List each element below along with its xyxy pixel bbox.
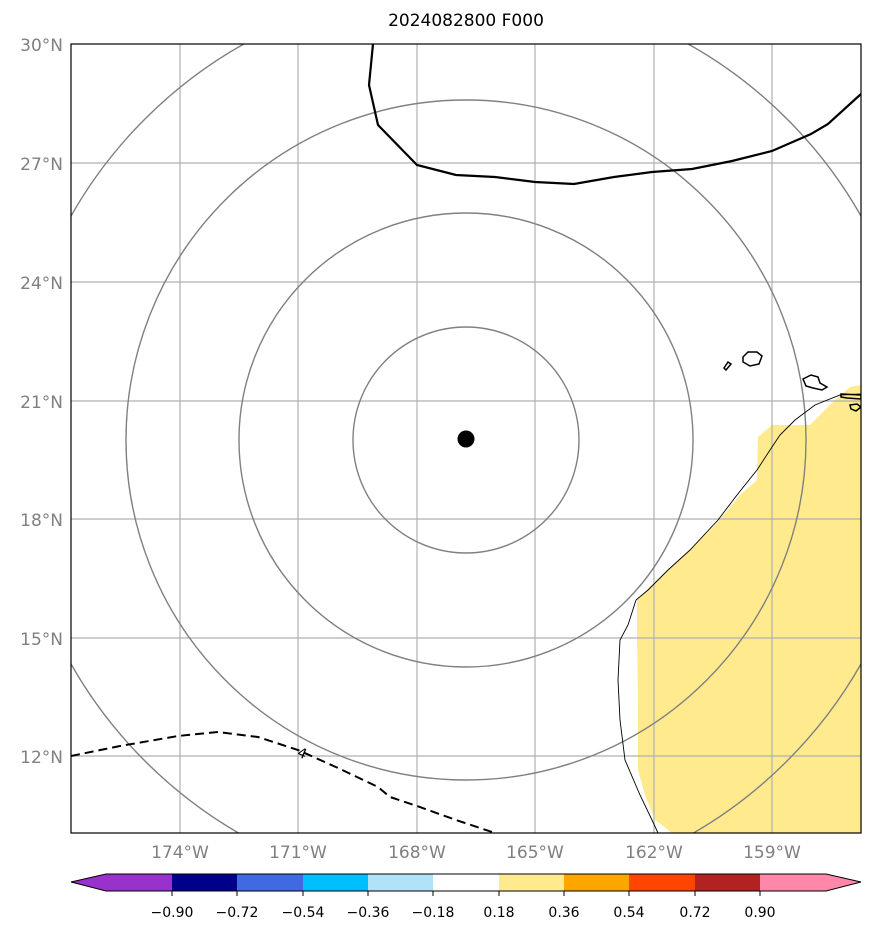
colorbar-tick-label: 0.18 — [483, 905, 514, 921]
colorbar-extend-low — [71, 874, 106, 891]
colorbar-outline — [70, 873, 862, 892]
colorbar-segment — [303, 874, 368, 891]
island-oahu — [802, 374, 829, 391]
colorbar-segment — [564, 874, 629, 891]
colorbar: −0.90 −0.72 −0.54 −0.36 −0.18 0.18 0.36 … — [70, 873, 862, 921]
colorbar-tick-label: 0.54 — [613, 905, 644, 921]
colorbar-tick-label: −0.36 — [347, 905, 390, 921]
island-maui — [849, 403, 861, 412]
map-title: 2024082800 F000 — [388, 11, 544, 31]
lat-tick-label: 12°N — [20, 748, 63, 768]
range-ring-3 — [125, 99, 807, 781]
island-outlines — [723, 351, 861, 412]
lon-tick-label: 159°W — [743, 843, 801, 863]
island-molokai — [840, 393, 861, 400]
colorbar-extend-high — [826, 874, 861, 891]
map-area: 4 — [70, 43, 862, 834]
positive-anomaly-shading — [637, 385, 861, 833]
lon-tick-label: 174°W — [151, 843, 209, 863]
colorbar-segment — [106, 874, 172, 891]
lon-tick-label: 165°W — [506, 843, 564, 863]
range-rings — [71, 44, 861, 833]
lon-tick-label: 168°W — [388, 843, 446, 863]
colorbar-tick-label: 0.90 — [744, 905, 775, 921]
lat-tick-label: 30°N — [20, 36, 63, 56]
island-niihau — [723, 360, 733, 372]
lon-tick-label: 171°W — [269, 843, 327, 863]
colorbar-tick-label: −0.18 — [412, 905, 455, 921]
colorbar-tick-label: −0.54 — [282, 905, 325, 921]
island-kauai — [742, 351, 763, 367]
lat-tick-label: 27°N — [20, 155, 63, 175]
colorbar-segment — [629, 874, 695, 891]
colorbar-segment — [172, 874, 237, 891]
colorbar-segment — [760, 874, 826, 891]
colorbar-segment — [237, 874, 303, 891]
lon-tick-label: 162°W — [625, 843, 683, 863]
map-frame — [70, 43, 862, 834]
colorbar-tick-label: 0.72 — [679, 905, 710, 921]
lat-tick-label: 18°N — [20, 511, 63, 531]
center-marker — [457, 430, 475, 448]
colorbar-segment — [499, 874, 564, 891]
graticule — [71, 44, 861, 833]
lat-tick-label: 24°N — [20, 274, 63, 294]
range-ring-1 — [352, 326, 580, 554]
colorbar-segment — [695, 874, 760, 891]
lon-axis: 174°W 171°W 168°W 165°W 162°W 159°W — [151, 843, 801, 863]
colorbar-tick-label: 0.36 — [548, 905, 579, 921]
lat-tick-label: 15°N — [20, 630, 63, 650]
colorbar-tick-label: −0.90 — [151, 905, 194, 921]
range-ring-2 — [238, 212, 694, 668]
thin-contour-line — [617, 393, 861, 833]
colorbar-tick-label: −0.72 — [216, 905, 259, 921]
colorbar-segment — [433, 874, 499, 891]
lat-axis: 30°N 27°N 24°N 21°N 18°N 15°N 12°N — [20, 36, 63, 768]
dashed-contour-line — [71, 730, 496, 833]
thick-contour-line — [367, 44, 861, 186]
lat-tick-label: 21°N — [20, 393, 63, 413]
colorbar-segment — [368, 874, 433, 891]
